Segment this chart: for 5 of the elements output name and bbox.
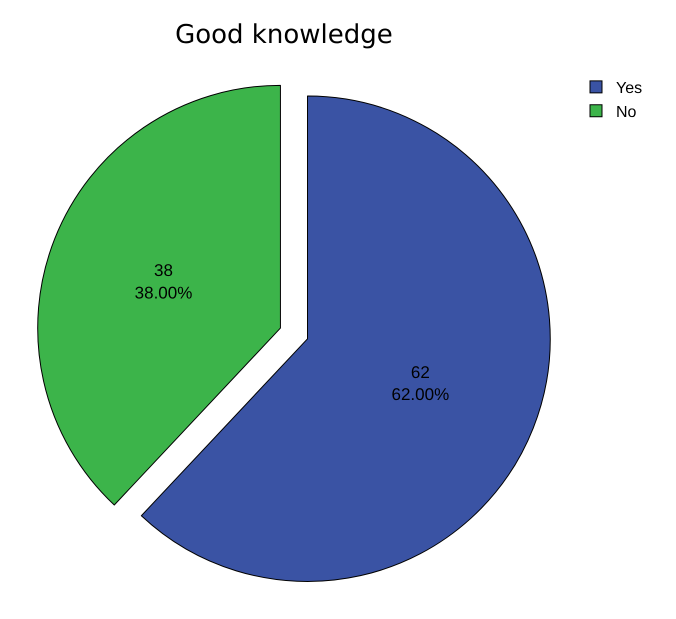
legend-label: No [616,104,637,121]
data-label: 62 62.00% [392,362,450,404]
legend-label: Yes [616,80,642,98]
chart-title: Good knowledge [175,20,393,50]
data-label: 38 38.00% [134,261,192,302]
